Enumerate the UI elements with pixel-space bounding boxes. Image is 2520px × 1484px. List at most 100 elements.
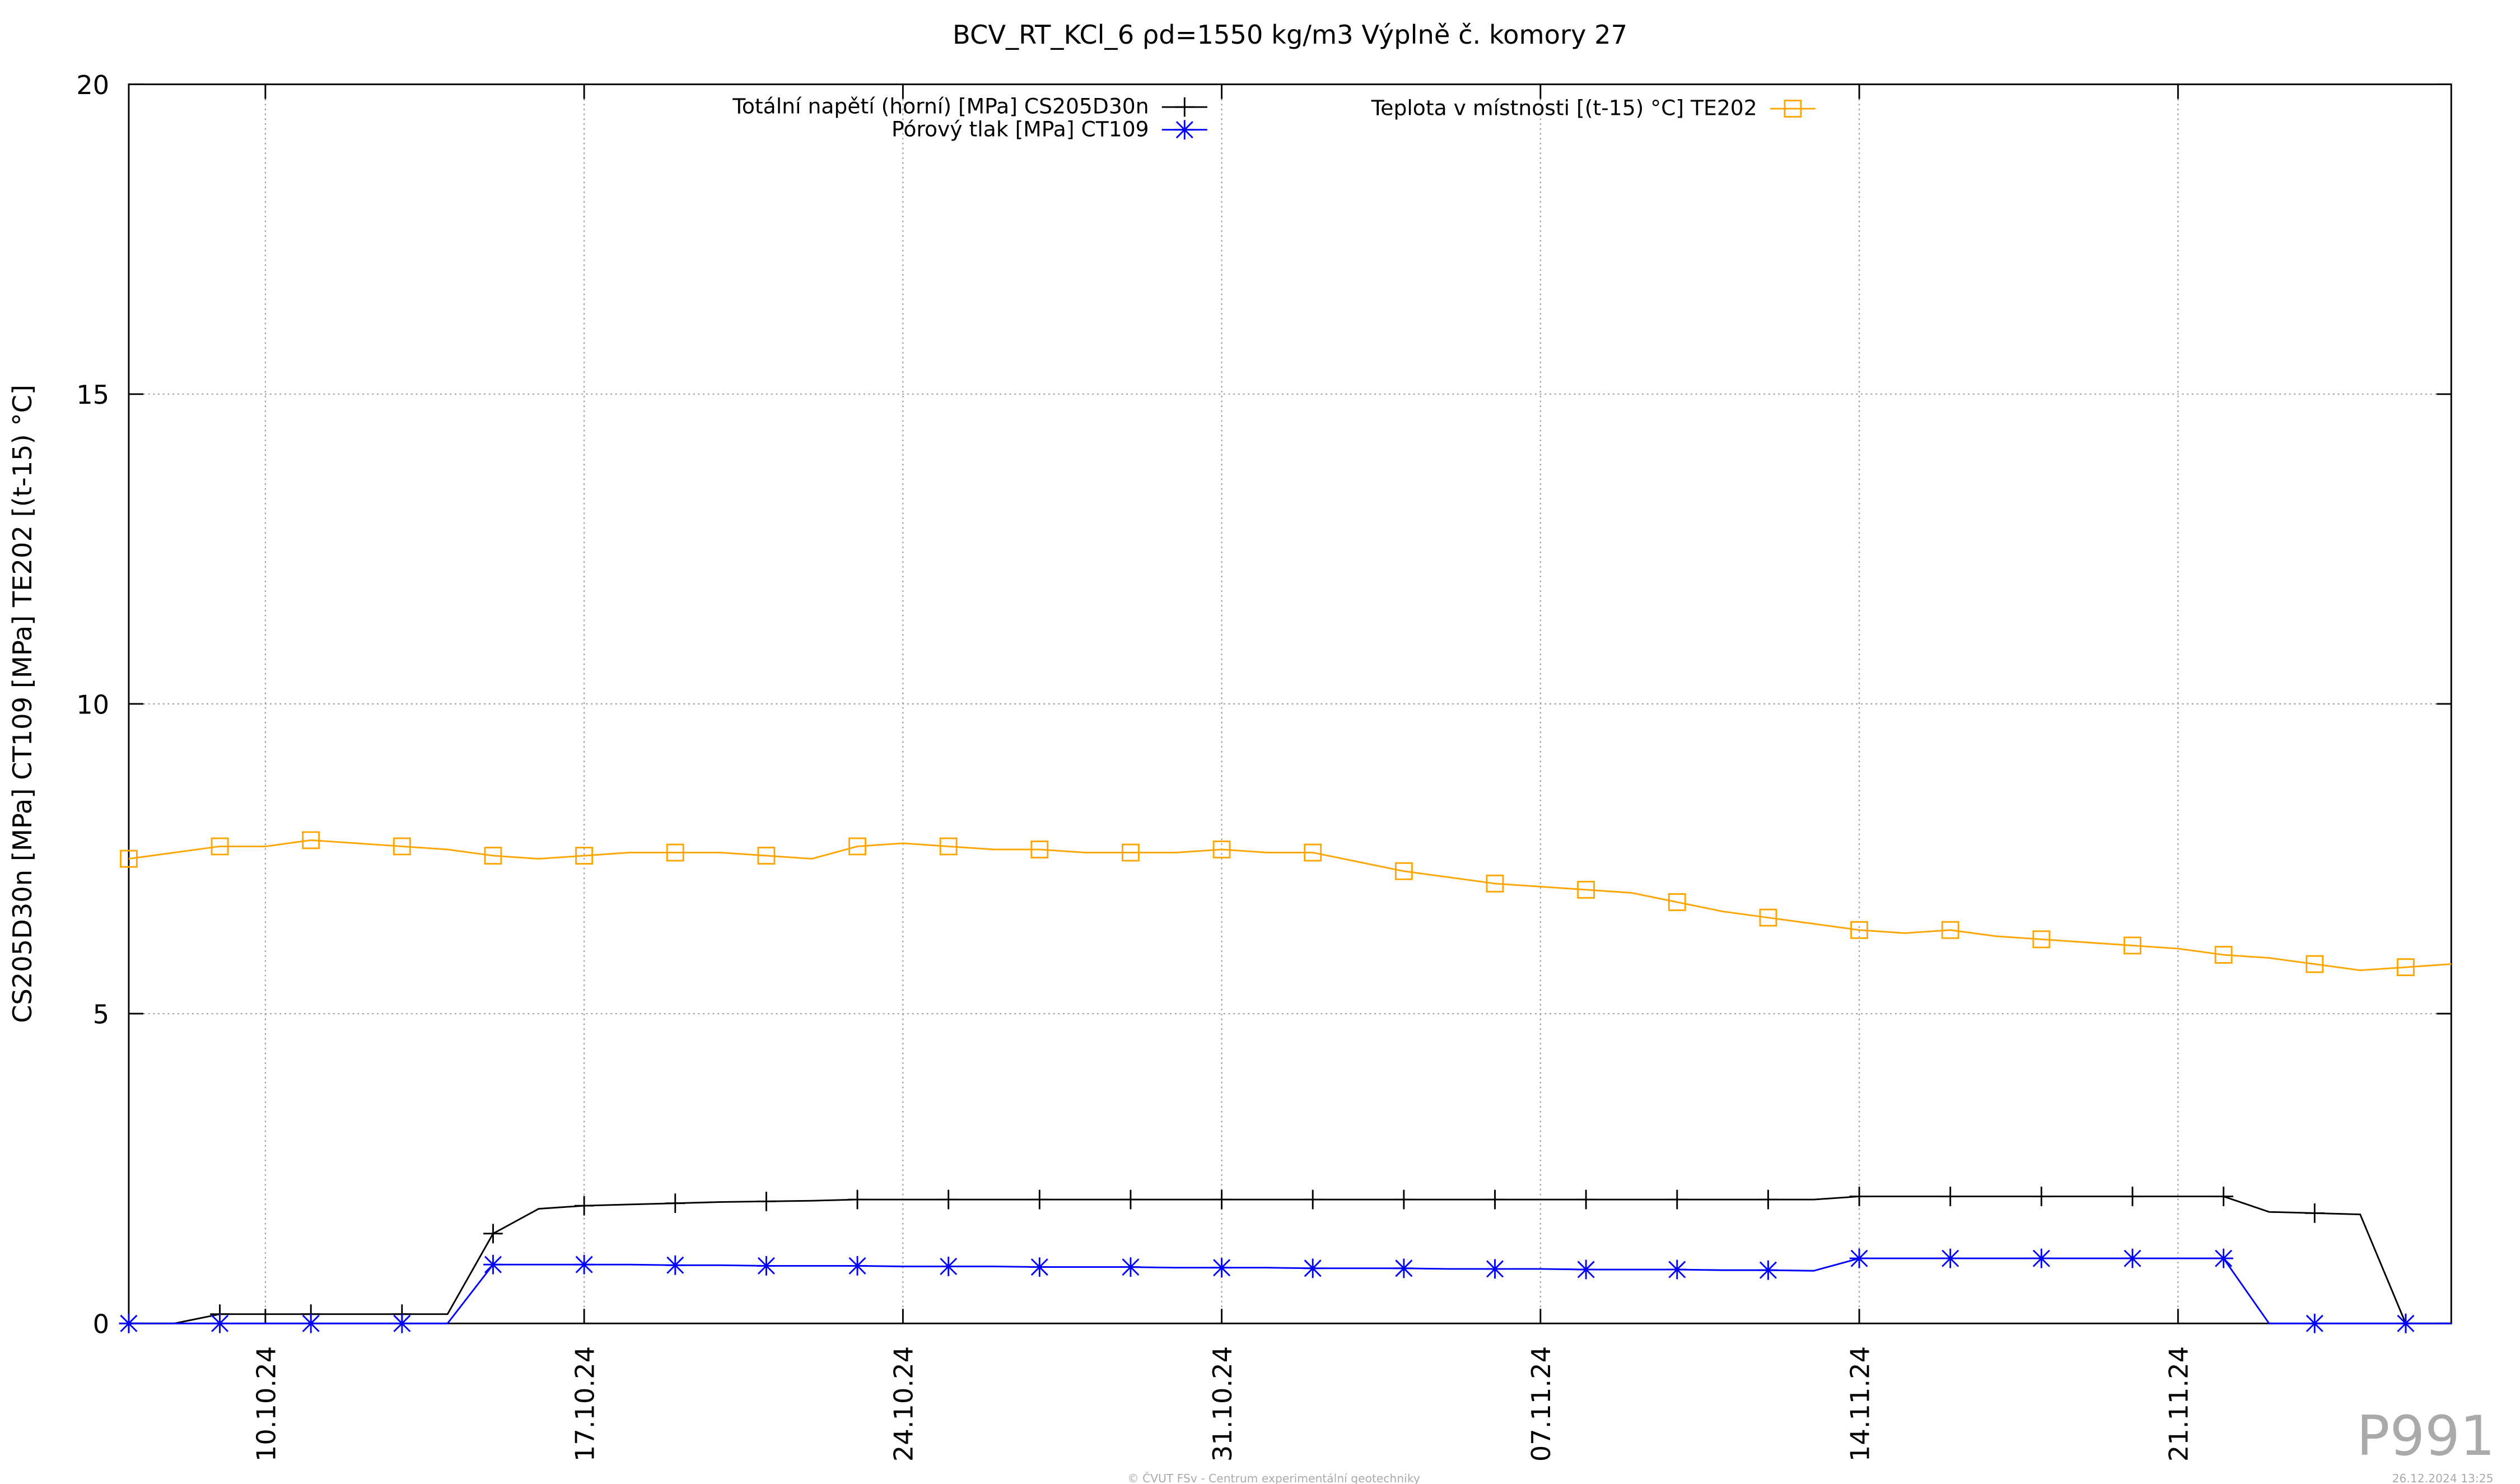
legend-label: Teplota v místnosti [(t-15) °C] TE202	[1371, 96, 1757, 120]
marker	[1667, 1189, 1687, 1210]
x-tick-label: 17.10.24	[570, 1346, 600, 1462]
plot-frame	[128, 83, 2452, 1324]
marker	[1850, 921, 1869, 939]
marker	[1940, 1248, 1961, 1268]
marker	[757, 847, 776, 865]
y-tick-label: 20	[76, 70, 109, 100]
marker	[1121, 1257, 1141, 1277]
chart-title: BCV_RT_KCl_6 ρd=1550 kg/m3 Výplně č. kom…	[953, 20, 1627, 50]
marker	[1486, 874, 1504, 893]
series-line	[128, 1257, 2452, 1324]
y-tick-label: 15	[76, 380, 109, 410]
marker	[666, 843, 684, 862]
marker	[1849, 1248, 1869, 1268]
legend-marker	[1174, 120, 1194, 140]
marker	[757, 1191, 776, 1211]
marker	[757, 1256, 776, 1276]
marker	[1758, 1260, 1778, 1280]
marker	[2396, 958, 2415, 977]
marker	[1122, 843, 1140, 862]
series-line	[128, 1196, 2452, 1324]
marker	[665, 1255, 685, 1275]
marker	[1121, 1189, 1141, 1210]
marker	[1668, 893, 1686, 911]
marker	[393, 837, 411, 856]
marker	[2031, 1187, 2051, 1206]
marker	[848, 837, 866, 856]
marker	[1940, 1187, 1961, 1206]
legend-marker	[1174, 97, 1194, 117]
marker	[484, 847, 502, 865]
marker	[1758, 1189, 1778, 1210]
marker	[939, 1257, 959, 1276]
marker	[1576, 1189, 1596, 1210]
marker	[2032, 930, 2051, 949]
x-tick-label: 31.10.24	[1207, 1346, 1238, 1462]
marker	[1394, 862, 1413, 880]
legend-label: Totální napětí (horní) [MPa] CS205D30n	[732, 94, 1149, 119]
marker	[575, 847, 594, 865]
x-tick-label: 10.10.24	[251, 1346, 281, 1462]
marker	[1485, 1259, 1505, 1279]
marker	[1577, 880, 1595, 899]
marker	[1941, 921, 1959, 939]
marker	[483, 1254, 503, 1275]
marker	[2306, 955, 2324, 973]
marker	[574, 1196, 594, 1216]
marker	[939, 837, 958, 856]
marker	[2122, 1187, 2143, 1206]
marker	[1849, 1187, 1869, 1206]
marker	[665, 1193, 685, 1214]
legend-label: Pórový tlak [MPa] CT109	[892, 116, 1149, 141]
marker	[939, 1189, 959, 1210]
marker	[2124, 936, 2141, 955]
marker	[2214, 1248, 2234, 1268]
marker	[210, 1313, 230, 1333]
marker	[1212, 1258, 1231, 1278]
marker	[1667, 1259, 1687, 1280]
marker	[2031, 1248, 2051, 1268]
series-line	[128, 839, 2452, 972]
marker	[1304, 843, 1322, 862]
code-watermark: P991	[2356, 1404, 2495, 1468]
marker	[119, 850, 138, 868]
marker	[1394, 1189, 1414, 1210]
legend-marker	[1784, 100, 1802, 118]
marker	[1485, 1189, 1505, 1210]
marker	[2214, 946, 2233, 964]
marker	[302, 831, 320, 850]
marker	[1030, 841, 1049, 858]
x-tick-label: 14.11.24	[1845, 1346, 1875, 1462]
marker	[1029, 1257, 1049, 1277]
y-axis-label: CS205D30n [MPa] CT109 [MPa] TE202 [(t-15…	[7, 385, 38, 1023]
marker	[301, 1313, 321, 1333]
marker	[1394, 1258, 1414, 1278]
marker	[119, 1313, 139, 1333]
marker	[483, 1224, 503, 1244]
marker	[574, 1254, 594, 1275]
marker	[1303, 1258, 1323, 1278]
marker	[847, 1256, 867, 1276]
marker	[392, 1313, 412, 1333]
x-tick-label: 07.11.24	[1526, 1346, 1556, 1462]
marker	[2214, 1187, 2234, 1206]
marker	[1576, 1259, 1596, 1280]
y-tick-label: 5	[93, 999, 109, 1029]
marker	[1212, 1189, 1231, 1210]
marker	[2304, 1203, 2325, 1223]
copyright: © ČVUT FSv - Centrum experimentální geot…	[1127, 1472, 1420, 1484]
marker	[1212, 841, 1231, 858]
x-tick-label: 21.11.24	[2164, 1346, 2194, 1462]
x-tick-label: 24.10.24	[889, 1346, 919, 1462]
marker	[2396, 1313, 2416, 1333]
marker	[2304, 1313, 2325, 1333]
marker	[1759, 908, 1777, 927]
timestamp: 26.12.2024 13:25	[2392, 1472, 2494, 1484]
marker	[1303, 1189, 1323, 1210]
marker	[2122, 1248, 2143, 1268]
y-tick-label: 10	[76, 689, 109, 720]
marker	[847, 1189, 867, 1210]
marker	[1029, 1189, 1049, 1210]
